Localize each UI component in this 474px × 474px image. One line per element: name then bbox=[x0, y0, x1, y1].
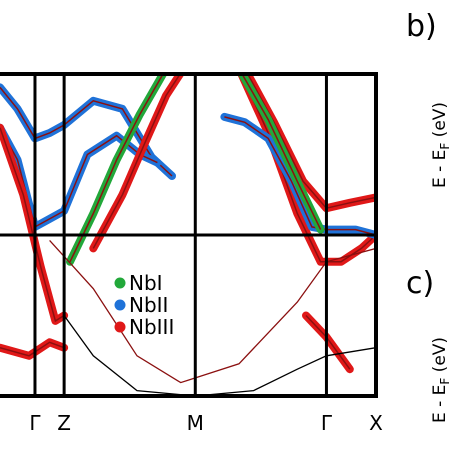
y-axis-label-b-unit: (eV) bbox=[430, 102, 450, 143]
legend-label-nbi: NbI bbox=[129, 271, 163, 295]
y-axis-label-b: E - EF (eV) bbox=[430, 102, 452, 188]
panel-label-b: b) bbox=[406, 9, 437, 44]
y-axis-label-c-unit: (eV) bbox=[430, 337, 450, 378]
band-core-nbiii-2 bbox=[92, 74, 181, 249]
band-thin-11 bbox=[63, 315, 376, 396]
x-tick-label-4: X bbox=[369, 411, 383, 435]
legend-marker-nbii bbox=[114, 299, 126, 311]
band-core-nbiii-5 bbox=[240, 74, 376, 263]
y-axis-label-c: E - EF (eV) bbox=[430, 337, 452, 423]
series-layer bbox=[0, 74, 376, 396]
y-axis-label-c-main: E - E bbox=[430, 385, 450, 423]
band-core-nbii-7 bbox=[224, 116, 376, 236]
legend-marker-nbiii bbox=[114, 321, 126, 333]
x-tick-label-1: Z bbox=[57, 411, 71, 435]
plot-area bbox=[0, 74, 376, 396]
panel-label-c: c) bbox=[406, 266, 434, 301]
legend-label-nbiii: NbIII bbox=[129, 315, 174, 339]
band-thin-12 bbox=[49, 239, 376, 384]
band-core-nbiii-9 bbox=[0, 341, 65, 357]
x-tick-label-2: M bbox=[187, 411, 204, 435]
band-core-nbi-8 bbox=[241, 74, 322, 230]
frame-layer bbox=[0, 72, 378, 398]
legend-marker-nbi bbox=[114, 277, 126, 289]
y-axis-label-c-sub: F bbox=[438, 378, 452, 385]
x-tick-label-3: Γ bbox=[321, 411, 333, 435]
band-core-nbi-4 bbox=[69, 74, 164, 263]
plot-frame bbox=[0, 72, 378, 398]
y-axis-label-b-main: E - E bbox=[430, 150, 450, 188]
band-core-nbiii-3 bbox=[0, 127, 65, 323]
legend-label-nbii: NbII bbox=[129, 293, 168, 317]
x-tick-label-0: Γ bbox=[29, 411, 41, 435]
legend: NbI NbII NbIII bbox=[114, 271, 174, 339]
y-axis-label-b-sub: F bbox=[438, 143, 452, 150]
